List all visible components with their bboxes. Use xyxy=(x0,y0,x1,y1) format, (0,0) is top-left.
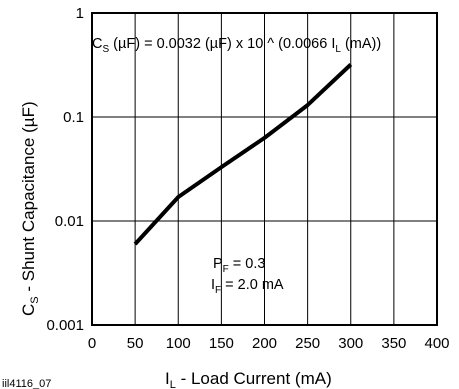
x-tick-label: 50 xyxy=(127,335,144,352)
condition-if: IF = 2.0 mA xyxy=(211,277,284,296)
figure-id: iil4116_07 xyxy=(2,378,51,389)
y-tick-label: 0.001 xyxy=(46,317,84,334)
x-tick-labels: 0 50 100 150 200 250 300 350 400 xyxy=(88,335,450,352)
condition-pf: PF = 0.3 xyxy=(213,256,265,275)
y-tick-label: 0.1 xyxy=(63,109,84,126)
x-tick-label: 0 xyxy=(88,335,96,352)
x-tick-label: 350 xyxy=(381,335,406,352)
x-tick-label: 400 xyxy=(424,335,449,352)
x-tick-label: 200 xyxy=(252,335,277,352)
x-tick-label: 300 xyxy=(338,335,363,352)
x-axis-title: IL - Load Current (mA) xyxy=(165,369,332,389)
x-tick-label: 250 xyxy=(295,335,320,352)
x-tick-label: 100 xyxy=(166,335,191,352)
x-tick-label: 150 xyxy=(209,335,234,352)
equation-annotation: CS (µF) = 0.0032 (µF) x 10 ^ (0.0066 IL … xyxy=(92,36,381,55)
series-line xyxy=(133,63,353,246)
y-tick-labels: 0.001 0.01 0.1 1 xyxy=(46,5,84,334)
plot-frame xyxy=(91,12,438,326)
y-axis-title: CS - Shunt Capacitance (µF) xyxy=(19,101,41,316)
y-tick-label: 1 xyxy=(76,5,84,22)
y-tick-label: 0.01 xyxy=(55,213,84,230)
